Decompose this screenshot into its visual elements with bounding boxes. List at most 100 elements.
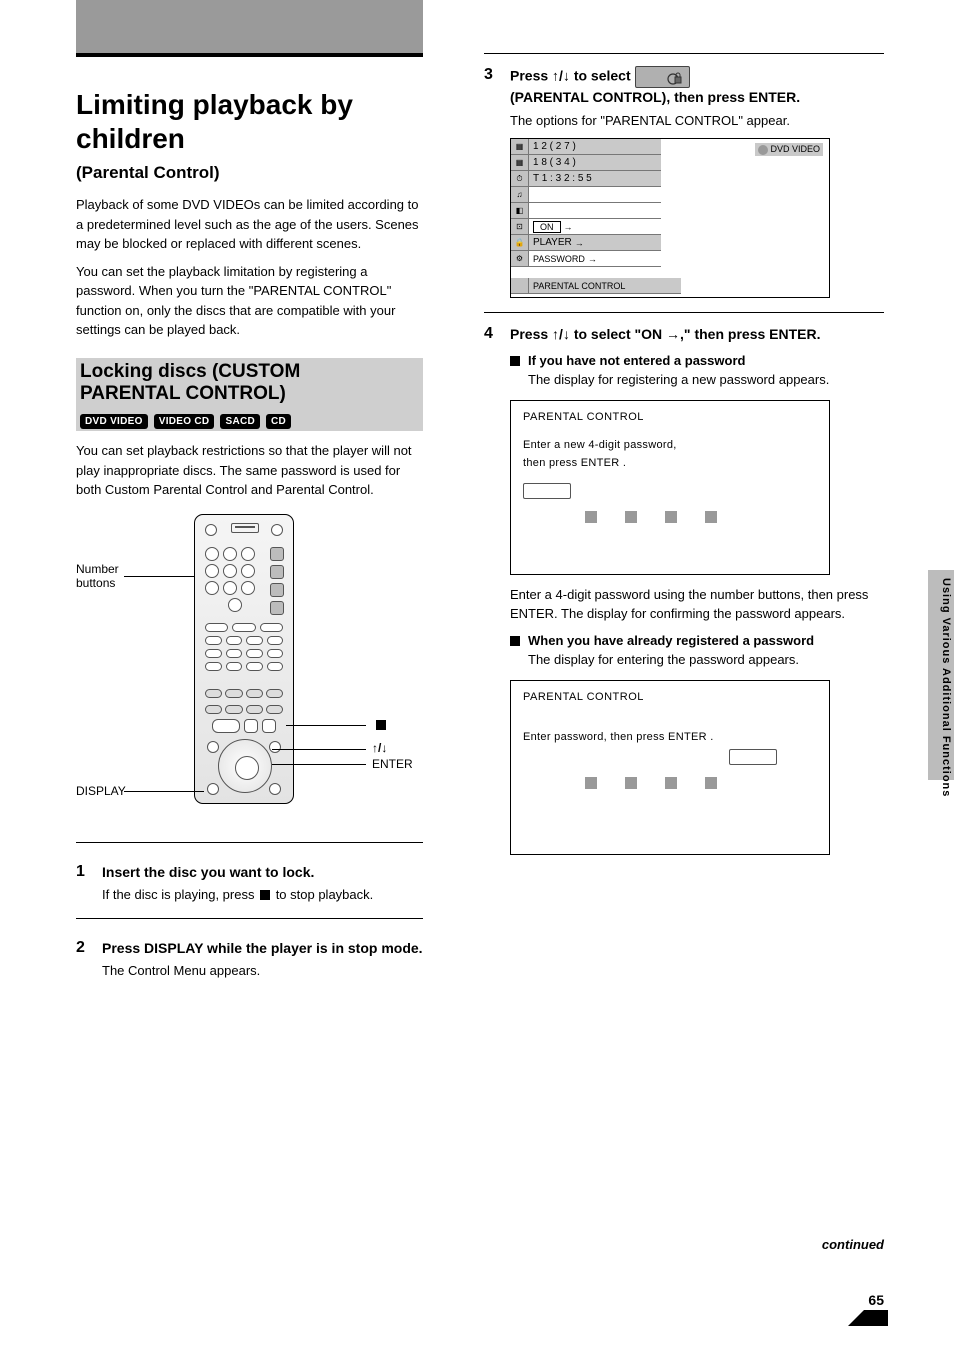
step-3-note: The options for "PARENTAL CONTROL" appea… (510, 111, 884, 131)
digit-mark-icon (625, 777, 637, 789)
leader-line (124, 791, 204, 792)
step-4-text: Press ↑/↓ to select "ON →," then press E… (510, 325, 821, 344)
bullet-has-password: When you have already registered a passw… (510, 632, 884, 670)
remote-small-button-tl (207, 741, 219, 753)
label-enter: ENTER (372, 757, 413, 771)
panel2-digit-marks (585, 777, 817, 789)
remote-side-buttons (270, 547, 284, 619)
lockdisc-title-l1: Locking discs (CUSTOM (80, 361, 300, 382)
lockdisc-description: You can set playback restrictions so tha… (76, 441, 423, 500)
menu-row: 1 2 ( 2 7 ) (529, 139, 661, 155)
remote-pill-rows (205, 623, 283, 675)
label-stop (372, 717, 386, 731)
label-display: DISPLAY (76, 784, 126, 798)
step-divider (76, 842, 423, 843)
step-2-note: The Control Menu appears. (102, 961, 423, 981)
bullet1-body: The display for registering a new passwo… (528, 372, 829, 387)
stop-glyph-icon (376, 720, 386, 730)
remote-number-grid (205, 547, 265, 615)
menu-on-box: ON (533, 221, 561, 233)
menu-parental-row: PARENTAL CONTROL (529, 278, 681, 294)
tag-sacd: SACD (220, 414, 260, 429)
tag-dvd-video: DVD VIDEO (80, 414, 148, 429)
remote-pause-icon (244, 719, 258, 733)
digit-mark-icon (625, 511, 637, 523)
tag-cd: CD (266, 414, 291, 429)
lock-icon-box (635, 66, 690, 88)
panel1-line1: Enter a new 4-digit password, (523, 439, 817, 451)
lockdisc-title: Locking discs (CUSTOM PARENTAL CONTROL) (80, 361, 419, 407)
menu-row: 1 8 ( 3 4 ) (529, 155, 661, 171)
step-2: 2 Press DISPLAY while the player is in s… (76, 939, 423, 958)
step-divider (484, 53, 884, 54)
digit-mark-icon (665, 777, 677, 789)
side-tab-text: Using Various Additional Functions (940, 578, 952, 797)
step-1-number: 1 (76, 863, 92, 882)
continued-label: continued (822, 1237, 884, 1252)
panel2-line1: Enter password, then press ENTER . (523, 731, 817, 743)
step-3-text-a: Press (510, 68, 552, 84)
digit-mark-icon (665, 511, 677, 523)
remote-small-button-br (269, 783, 281, 795)
step-divider (484, 312, 884, 313)
lockdisc-title-l2: PARENTAL CONTROL) (80, 383, 286, 404)
step-divider (76, 918, 423, 919)
remote-skip-row-2 (205, 705, 283, 714)
disc-icon (758, 145, 768, 155)
bullet-square-icon (510, 356, 520, 366)
menu-row: T 1 : 3 2 : 5 5 (529, 171, 661, 187)
right-column: 3 Press ↑/↓ to select (PARENTAL CONTROL)… (484, 0, 884, 855)
label-updown: ↑/↓ (372, 741, 387, 755)
headline-line-2: children (76, 123, 185, 154)
password-panel-new: PARENTAL CONTROL Enter a new 4-digit pas… (510, 400, 830, 575)
bullet-no-password: If you have not entered a password The d… (510, 352, 884, 390)
arrow-down-icon: ↓ (563, 68, 570, 84)
step-3-text-b: to select (570, 68, 635, 84)
remote-play-row (205, 719, 283, 733)
digit-mark-icon (705, 777, 717, 789)
password-box (729, 749, 777, 765)
panel1-line2: then press ENTER . (523, 457, 817, 469)
remote-small-button-tr (269, 741, 281, 753)
corner-mark-icon (864, 1310, 888, 1326)
remote-eject-icon (231, 523, 259, 533)
parent-lock-icon (666, 69, 684, 87)
bullet2-title: When you have already registered a passw… (528, 633, 814, 648)
headline-line-1: Limiting playback by (76, 89, 353, 120)
arrow-right-icon: → (666, 326, 680, 342)
remote-body (194, 514, 294, 804)
control-menu-mock: ▦1 2 ( 2 7 ) ▦1 8 ( 3 4 ) ⏱T 1 : 3 2 : 5… (510, 138, 830, 298)
step-4-text-c: ," then press ENTER. (680, 326, 820, 342)
leader-line (272, 764, 366, 765)
panel2-input-row (523, 749, 777, 765)
stop-glyph-icon (260, 890, 270, 900)
remote-skip-row (205, 689, 283, 698)
step-1: 1 Insert the disc you want to lock. (76, 863, 423, 882)
remote-stop-icon (262, 719, 276, 733)
arrow-up-icon: ↑ (552, 68, 559, 84)
lockdisc-heading-band: Locking discs (CUSTOM PARENTAL CONTROL) … (76, 358, 423, 432)
step-2-text: Press DISPLAY while the player is in sto… (102, 939, 423, 958)
step-2-number: 2 (76, 939, 92, 958)
step-1-note: If the disc is playing, press to stop pl… (102, 885, 423, 905)
intro-para-1: Playback of some DVD VIDEOs can be limit… (76, 195, 423, 254)
remote-play-icon (212, 719, 240, 733)
digit-mark-icon (585, 511, 597, 523)
panel1-digit-marks (585, 511, 817, 523)
step-3-text-c: (PARENTAL CONTROL), then press ENTER. (510, 89, 800, 105)
remote-display-button-icon (207, 783, 219, 795)
menu-dvd-badge: DVD VIDEO (755, 143, 823, 156)
panel1-input-row (523, 483, 817, 499)
remote-top-row (195, 522, 293, 542)
digit-mark-icon (585, 777, 597, 789)
step-4-number: 4 (484, 325, 500, 344)
step-3-number: 3 (484, 66, 500, 107)
leader-line (286, 725, 366, 726)
step-3: 3 Press ↑/↓ to select (PARENTAL CONTROL)… (484, 66, 884, 107)
label-number-buttons: Number buttons (76, 562, 136, 590)
panel1-title: PARENTAL CONTROL (523, 411, 817, 423)
bullet2-body: The display for entering the password ap… (528, 652, 799, 667)
bullet-square-icon (510, 636, 520, 646)
intro-para-2: You can set the playback limitation by r… (76, 262, 423, 340)
step-4-text-b: to select "ON (570, 326, 666, 342)
